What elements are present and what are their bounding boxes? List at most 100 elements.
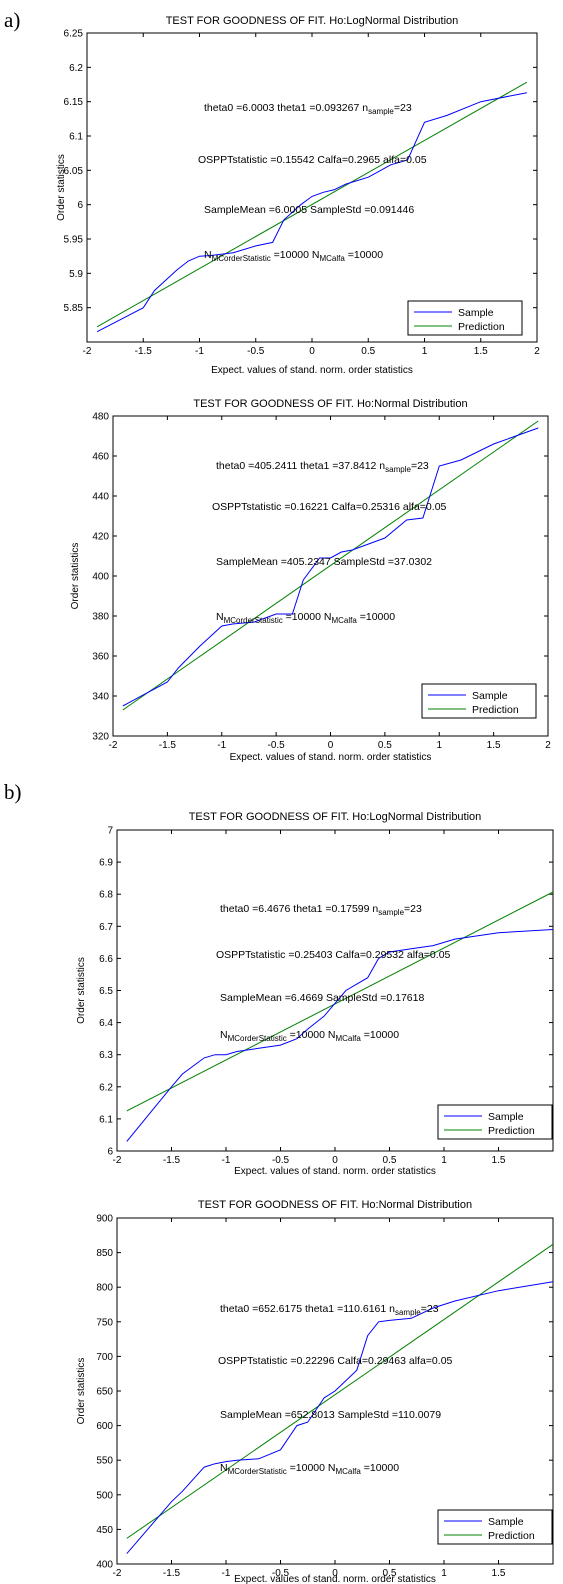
x-axis-label: Expect. values of stand. norm. order sta…: [234, 1574, 436, 1584]
series-line-sample: [122, 427, 539, 707]
x-tick-label: 0.5: [361, 346, 375, 357]
y-axis-label: Order statistics: [70, 543, 81, 610]
annotation-theta: theta0 =652.6175 theta1 =110.6161 nsampl…: [220, 1303, 439, 1317]
y-tick-label: 400: [96, 1560, 113, 1571]
x-tick-label: 1: [441, 1568, 447, 1579]
chart-title: TEST FOR GOODNESS OF FIT. Ho:Normal Dist…: [198, 1199, 472, 1211]
x-tick-label: -2: [83, 346, 92, 357]
legend-box: [437, 1509, 553, 1545]
y-axis-label: Order statistics: [56, 154, 67, 221]
annotation-ospp: OSPPTstatistic =0.22296 Calfa=0.29463 al…: [218, 1355, 453, 1367]
x-tick-label: 1: [422, 346, 428, 357]
x-tick-label: -0.5: [247, 346, 265, 357]
y-axis-label: Order statistics: [76, 957, 87, 1024]
legend-box: [437, 1104, 553, 1140]
y-tick-label: 800: [96, 1283, 113, 1294]
annotation-mc-counts: NMCorderStatistic =10000 NMCalfa =10000: [216, 611, 395, 625]
chart-b-lognormal: TEST FOR GOODNESS OF FIT. Ho:LogNormal D…: [76, 811, 554, 1177]
legend-label-sample: Sample: [458, 307, 494, 319]
legend-label-prediction: Prediction: [488, 1530, 535, 1542]
x-tick-label: -1: [222, 1155, 231, 1166]
legend-box: [421, 683, 537, 719]
x-tick-label: -2: [113, 1155, 122, 1166]
legend-box: [407, 300, 523, 336]
annotation-ospp: OSPPTstatistic =0.25403 Calfa=0.29532 al…: [216, 949, 451, 961]
y-tick-label: 600: [96, 1421, 113, 1432]
annotation-mc-counts: NMCorderStatistic =10000 NMCalfa =10000: [220, 1029, 399, 1043]
y-tick-label: 450: [96, 1525, 113, 1536]
legend-label-sample: Sample: [472, 690, 508, 702]
x-axis-label: Expect. values of stand. norm. order sta…: [234, 1166, 436, 1177]
y-tick-label: 480: [92, 412, 109, 423]
annotation-mean-std: SampleMean =6.0005 SampleStd =0.091446: [204, 204, 414, 216]
y-tick-label: 850: [96, 1248, 113, 1259]
series-line-sample: [126, 929, 554, 1142]
y-tick-label: 6.2: [99, 1082, 113, 1093]
x-axis-label: Expect. values of stand. norm. order sta…: [230, 752, 432, 763]
y-tick-label: 6.3: [99, 1050, 113, 1061]
annotation-theta: theta0 =6.0003 theta1 =0.093267 nsample=…: [204, 102, 412, 116]
y-tick-label: 420: [92, 532, 109, 543]
plot-area: [86, 32, 538, 343]
legend-label-prediction: Prediction: [472, 704, 519, 716]
y-tick-label: 6.5: [99, 986, 113, 997]
legend-label-sample: Sample: [488, 1516, 524, 1528]
chart-a-normal: TEST FOR GOODNESS OF FIT. Ho:Normal Dist…: [70, 398, 551, 763]
y-tick-label: 460: [92, 452, 109, 463]
chart-b-normal: TEST FOR GOODNESS OF FIT. Ho:Normal Dist…: [76, 1199, 554, 1584]
y-tick-label: 440: [92, 492, 109, 503]
chart-title: TEST FOR GOODNESS OF FIT. Ho:LogNormal D…: [189, 811, 482, 823]
y-tick-label: 380: [92, 612, 109, 623]
x-tick-label: 1: [441, 1155, 447, 1166]
series-line-sample: [96, 92, 527, 333]
x-tick-label: -1: [217, 740, 226, 751]
y-tick-label: 360: [92, 652, 109, 663]
x-tick-label: 0: [328, 740, 334, 751]
y-tick-label: 650: [96, 1387, 113, 1398]
x-tick-label: -1.5: [163, 1155, 181, 1166]
x-tick-label: 1.5: [492, 1568, 506, 1579]
x-tick-label: -1.5: [163, 1568, 181, 1579]
legend-label-sample: Sample: [488, 1111, 524, 1123]
x-tick-label: 0.5: [383, 1568, 397, 1579]
x-tick-label: -1.5: [159, 740, 177, 751]
x-tick-label: 0: [332, 1568, 338, 1579]
y-tick-label: 400: [92, 572, 109, 583]
x-tick-label: 2: [534, 346, 540, 357]
x-tick-label: -1.5: [135, 346, 153, 357]
y-tick-label: 7: [107, 826, 113, 837]
panel-label-a: a): [4, 8, 21, 32]
y-tick-label: 320: [92, 732, 109, 743]
x-tick-label: 0.5: [378, 740, 392, 751]
y-tick-label: 5.85: [64, 303, 84, 314]
y-tick-label: 340: [92, 692, 109, 703]
annotation-theta: theta0 =405.2411 theta1 =37.8412 nsample…: [216, 460, 429, 474]
y-tick-label: 6.1: [69, 132, 83, 143]
y-tick-label: 6.6: [99, 954, 113, 965]
chart-title: TEST FOR GOODNESS OF FIT. Ho:Normal Dist…: [193, 398, 467, 410]
x-tick-label: 1.5: [487, 740, 501, 751]
series-line-prediction: [122, 420, 539, 711]
y-tick-label: 6: [77, 200, 83, 211]
chart-title: TEST FOR GOODNESS OF FIT. Ho:LogNormal D…: [166, 15, 459, 27]
y-tick-label: 6.9: [99, 858, 113, 869]
y-tick-label: 6.2: [69, 63, 83, 74]
y-tick-label: 6.15: [64, 97, 84, 108]
y-tick-label: 6.1: [99, 1114, 113, 1125]
x-tick-label: -0.5: [268, 740, 286, 751]
series-line-prediction: [126, 891, 554, 1112]
x-tick-label: 0: [332, 1155, 338, 1166]
annotation-mean-std: SampleMean =652.8013 SampleStd =110.0079: [220, 1409, 441, 1421]
x-tick-label: -0.5: [272, 1155, 290, 1166]
legend-label-prediction: Prediction: [488, 1125, 535, 1137]
y-tick-label: 500: [96, 1490, 113, 1501]
y-tick-label: 750: [96, 1317, 113, 1328]
annotation-mean-std: SampleMean =6.4669 SampleStd =0.17618: [220, 992, 424, 1004]
panel-label-b: b): [4, 780, 22, 804]
y-tick-label: 6.25: [64, 29, 84, 40]
y-tick-label: 6.8: [99, 890, 113, 901]
x-tick-label: -1: [222, 1568, 231, 1579]
annotation-mc-counts: NMCorderStatistic =10000 NMCalfa =10000: [204, 249, 383, 263]
series-line-sample: [126, 1281, 554, 1554]
annotation-ospp: OSPPTstatistic =0.15542 Calfa=0.2965 alf…: [198, 154, 427, 166]
